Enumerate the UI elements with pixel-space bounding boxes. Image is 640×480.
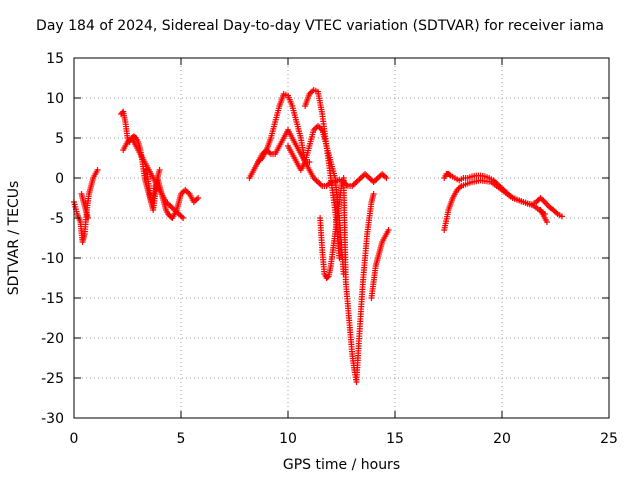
series-arc-m	[441, 177, 548, 233]
y-tick-label: 5	[55, 131, 64, 147]
y-tick-label: 10	[46, 91, 64, 107]
data-point	[385, 227, 392, 233]
data-point	[84, 215, 91, 221]
series-arc-c	[118, 108, 202, 221]
series-arc-k	[368, 227, 392, 301]
data-point	[370, 191, 377, 197]
x-tick-label: 15	[386, 431, 404, 447]
data-point	[156, 167, 163, 173]
data-point	[336, 255, 343, 261]
series-arc-j	[317, 175, 377, 385]
y-tick-label: -30	[41, 411, 64, 427]
y-tick-label: -15	[41, 291, 64, 307]
series-arc-e	[143, 167, 163, 213]
x-tick-label: 10	[279, 431, 297, 447]
data-point	[558, 213, 565, 220]
data-points	[71, 87, 565, 385]
y-tick-label: -5	[50, 211, 64, 227]
series-arc-b	[78, 191, 91, 221]
x-axis-label: GPS time / hours	[282, 457, 401, 473]
x-tick-label: 5	[177, 431, 186, 447]
axis-ticks: 0 5 10 15 20 25 -30 -25 -20 -15 -10 -5 0 5 10 15	[41, 51, 618, 447]
plot-frame	[73, 57, 610, 419]
y-tick-label: -20	[41, 331, 64, 347]
data-point	[543, 219, 550, 225]
series-arc-n	[537, 207, 550, 225]
x-tick-label: 25	[600, 431, 618, 447]
x-tick-label: 0	[70, 431, 79, 447]
x-tick-label: 20	[493, 431, 511, 447]
data-point	[180, 215, 187, 221]
chart-title: Day 184 of 2024, Sidereal Day-to-day VTE…	[36, 18, 604, 34]
series-arc-d	[120, 135, 187, 221]
data-point	[446, 171, 453, 178]
y-tick-label: -10	[41, 251, 64, 267]
y-tick-label: 15	[46, 51, 64, 67]
data-point	[94, 167, 101, 173]
series-arc-f	[246, 127, 390, 189]
data-point	[383, 175, 390, 181]
data-point	[195, 195, 202, 201]
y-tick-label: 0	[55, 171, 64, 187]
y-tick-label: -25	[41, 371, 64, 387]
